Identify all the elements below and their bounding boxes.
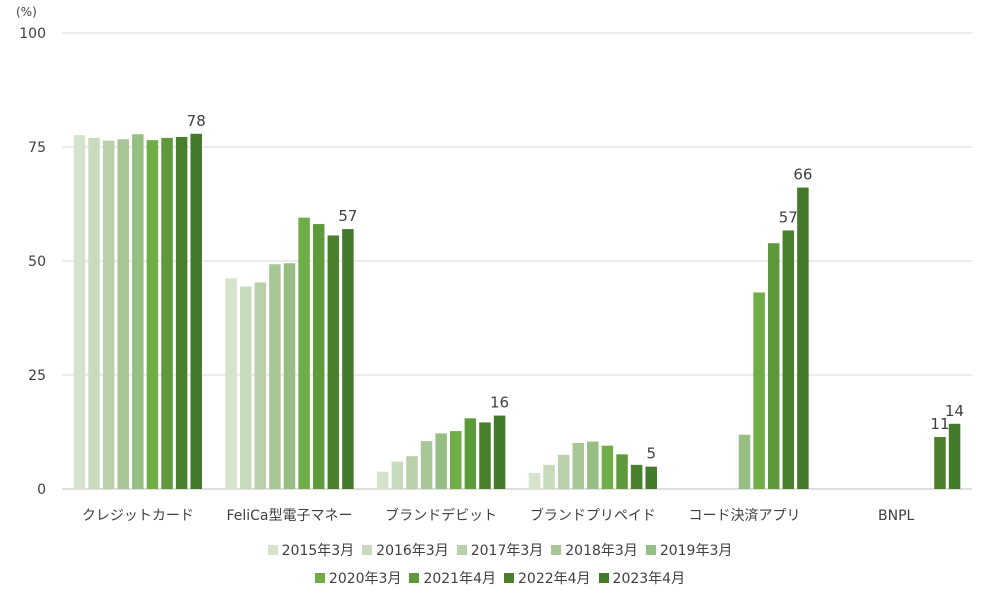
legend-swatch <box>551 545 562 555</box>
bar <box>391 461 404 489</box>
bar <box>464 418 477 489</box>
bar <box>146 140 159 489</box>
bar <box>543 464 555 489</box>
bar <box>377 471 389 489</box>
bar <box>327 235 340 489</box>
legend-label: 2021年4月 <box>423 571 496 587</box>
legend-item: 2016年3月 <box>362 540 449 560</box>
bar <box>948 423 961 489</box>
bar <box>493 415 506 489</box>
bar <box>601 445 614 489</box>
legend-item: 2017年3月 <box>456 540 544 560</box>
legend-swatch <box>314 573 325 583</box>
bar <box>283 263 296 489</box>
bar <box>88 137 100 489</box>
bar <box>587 441 599 489</box>
bar <box>782 230 795 489</box>
data-label: 78 <box>187 112 206 130</box>
y-tick-label: 75 <box>28 140 46 156</box>
bar <box>557 454 570 489</box>
bars <box>73 133 961 490</box>
legend-label: 2015年3月 <box>281 543 355 559</box>
bar <box>239 286 252 489</box>
legend-label: 2022年4月 <box>518 571 591 587</box>
legend-row-2: 2020年3月 2021年4月 2022年4月 2023年4月 <box>0 568 1000 588</box>
y-tick-label: 0 <box>37 482 46 498</box>
bar <box>342 229 354 489</box>
bar <box>435 433 447 489</box>
legend-swatch <box>362 545 373 555</box>
bar <box>175 136 188 489</box>
bar <box>738 434 751 489</box>
bar <box>117 139 129 490</box>
legend-label: 2023年4月 <box>612 571 686 587</box>
data-label: 57 <box>779 208 798 226</box>
legend-swatch <box>645 545 656 555</box>
y-tick-label: 100 <box>19 26 46 42</box>
legend-label: 2016年3月 <box>376 543 449 559</box>
x-category-label: ブランドプリペイド <box>530 507 656 524</box>
bar <box>616 454 628 489</box>
bar <box>479 422 491 489</box>
legend-item: 2021年4月 <box>409 568 496 588</box>
legend-label: 2020年3月 <box>328 571 402 587</box>
y-tick-label: 25 <box>28 368 46 384</box>
y-axis-unit-label: (%) <box>16 5 37 19</box>
gridlines <box>62 32 972 490</box>
legend-item: 2022年4月 <box>504 568 591 588</box>
legend-row-1: 2015年3月 2016年3月 2017年3月 2018年3月 2019年3月 <box>0 540 1000 560</box>
legend-swatch <box>504 573 514 583</box>
bar <box>190 133 202 489</box>
x-category-label: BNPL <box>878 508 915 524</box>
x-category-label: クレジットカード <box>82 508 194 524</box>
legend-swatch <box>409 573 420 583</box>
bar <box>934 437 946 489</box>
bar <box>269 264 281 489</box>
bar <box>450 431 462 489</box>
x-category-label: FeliCa型電子マネー <box>226 508 352 524</box>
x-category-label: コード決済アプリ <box>689 508 801 524</box>
legend-item: 2018年3月 <box>551 540 638 560</box>
legend-item: 2023年4月 <box>598 568 686 588</box>
bar <box>630 464 643 489</box>
x-category-label: ブランドデビット <box>385 507 497 524</box>
bar <box>753 292 765 489</box>
data-label: 66 <box>793 166 812 184</box>
y-tick-label: 50 <box>28 254 46 270</box>
legend-label: 2017年3月 <box>470 543 544 559</box>
legend-item: 2019年3月 <box>645 540 733 560</box>
bar <box>767 243 780 489</box>
data-label: 16 <box>490 394 509 412</box>
bar <box>132 134 144 489</box>
bar <box>161 137 173 489</box>
bar <box>420 441 433 489</box>
bar <box>406 456 418 489</box>
legend-item: 2020年3月 <box>314 568 402 588</box>
legend-label: 2019年3月 <box>659 543 733 559</box>
data-label: 14 <box>945 402 964 420</box>
data-label: 11 <box>930 415 949 433</box>
bar <box>528 473 541 489</box>
legend-item: 2015年3月 <box>267 540 355 560</box>
bar <box>225 278 237 489</box>
data-label: 5 <box>646 445 656 463</box>
bar <box>797 187 809 490</box>
bar <box>73 135 86 490</box>
bar <box>102 140 115 489</box>
bar <box>312 224 325 489</box>
legend-swatch <box>267 545 278 555</box>
axes: (%) 0 25 50 75 100 クレジットカード FeliCa型電子マネー ブランドデビッ… <box>16 5 915 524</box>
legend-swatch <box>456 545 467 555</box>
legend-label: 2018年3月 <box>565 543 638 559</box>
data-label: 57 <box>338 207 357 225</box>
bar <box>572 442 584 489</box>
legend-swatch <box>598 573 609 583</box>
bar <box>298 217 310 489</box>
bar <box>645 466 657 489</box>
bar <box>254 282 267 489</box>
